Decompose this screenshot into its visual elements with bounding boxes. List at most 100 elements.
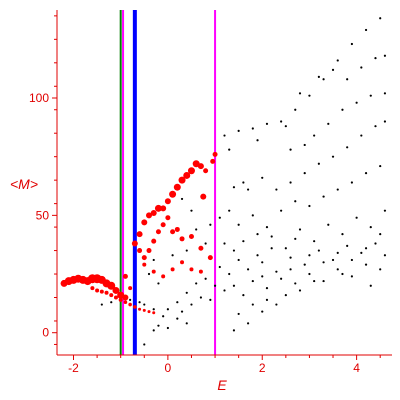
data-point bbox=[218, 216, 221, 219]
reference-lines bbox=[119, 10, 217, 355]
data-point bbox=[174, 226, 180, 232]
data-point bbox=[355, 216, 358, 219]
data-point bbox=[223, 134, 226, 137]
data-point bbox=[232, 186, 236, 189]
data-point bbox=[169, 190, 177, 198]
data-point bbox=[327, 122, 330, 125]
data-point bbox=[171, 254, 174, 257]
data-point bbox=[223, 289, 226, 292]
data-point bbox=[294, 200, 297, 203]
data-point bbox=[176, 301, 179, 304]
data-point bbox=[256, 139, 259, 142]
data-point bbox=[374, 125, 377, 128]
data-point bbox=[199, 296, 203, 299]
x-tick-label: -2 bbox=[68, 361, 79, 375]
data-point bbox=[346, 244, 349, 247]
data-point bbox=[261, 176, 264, 179]
x-tick-label: 2 bbox=[259, 361, 266, 375]
data-point bbox=[322, 279, 325, 283]
data-point bbox=[383, 54, 387, 57]
data-point bbox=[118, 297, 123, 302]
data-point bbox=[195, 228, 198, 231]
data-point bbox=[157, 324, 160, 327]
data-point bbox=[117, 291, 125, 299]
data-point bbox=[237, 258, 240, 262]
data-point bbox=[142, 262, 147, 267]
axes: -2 0 2 4 0 50 100 bbox=[29, 10, 392, 375]
data-point bbox=[317, 162, 320, 165]
data-point bbox=[308, 204, 311, 208]
data-point bbox=[151, 269, 156, 274]
data-point bbox=[270, 247, 273, 250]
data-point bbox=[152, 258, 155, 262]
data-point bbox=[185, 249, 188, 252]
data-point bbox=[379, 164, 382, 168]
data-point bbox=[178, 176, 186, 184]
data-point bbox=[280, 120, 283, 123]
data-point bbox=[256, 233, 259, 236]
data-point bbox=[237, 129, 240, 132]
data-point bbox=[374, 57, 377, 60]
data-point bbox=[99, 289, 104, 294]
data-point bbox=[176, 317, 179, 320]
data-point bbox=[133, 305, 137, 309]
data-point bbox=[162, 315, 165, 318]
data-point bbox=[350, 181, 353, 184]
data-points bbox=[60, 17, 387, 346]
data-point bbox=[90, 286, 95, 291]
data-point bbox=[275, 188, 278, 191]
data-point bbox=[155, 229, 161, 235]
data-point bbox=[212, 151, 218, 157]
data-point bbox=[143, 343, 146, 346]
data-point bbox=[336, 59, 339, 62]
data-point bbox=[242, 294, 245, 297]
data-point bbox=[261, 310, 264, 313]
data-point bbox=[313, 240, 316, 243]
data-point bbox=[209, 298, 212, 301]
data-point bbox=[303, 143, 306, 147]
data-point bbox=[190, 209, 193, 212]
data-point bbox=[198, 269, 203, 274]
data-point bbox=[369, 94, 372, 97]
data-point bbox=[360, 66, 363, 69]
data-point bbox=[210, 158, 216, 164]
data-point bbox=[275, 270, 278, 273]
data-point bbox=[322, 195, 325, 198]
data-point bbox=[232, 284, 236, 287]
data-point bbox=[198, 245, 204, 251]
data-point bbox=[374, 242, 377, 245]
data-point bbox=[131, 240, 138, 247]
data-point bbox=[383, 92, 387, 95]
data-point bbox=[322, 261, 325, 264]
data-point bbox=[317, 249, 320, 252]
data-point bbox=[122, 294, 129, 301]
x-tick-label: 0 bbox=[165, 361, 172, 375]
data-point bbox=[265, 122, 269, 125]
data-point bbox=[147, 310, 151, 314]
data-point bbox=[195, 282, 198, 285]
data-point bbox=[265, 298, 269, 301]
data-point bbox=[223, 242, 226, 245]
data-point bbox=[355, 101, 358, 104]
data-point bbox=[331, 155, 335, 158]
data-point bbox=[95, 288, 100, 293]
data-point bbox=[170, 267, 175, 272]
data-point bbox=[183, 171, 191, 179]
data-point bbox=[180, 197, 184, 201]
y-tick-label: 100 bbox=[29, 91, 49, 105]
x-tick-label: 4 bbox=[353, 361, 360, 375]
data-point bbox=[213, 284, 217, 287]
data-point bbox=[303, 172, 306, 175]
data-point bbox=[298, 289, 302, 292]
data-point bbox=[185, 291, 188, 294]
data-point bbox=[180, 260, 185, 265]
data-point bbox=[100, 303, 103, 306]
data-point bbox=[113, 295, 118, 300]
data-point bbox=[327, 223, 330, 226]
data-point bbox=[138, 301, 141, 304]
data-point bbox=[379, 17, 382, 20]
y-tick-label: 0 bbox=[42, 326, 49, 340]
data-point bbox=[166, 326, 169, 330]
data-point bbox=[197, 163, 204, 170]
data-point bbox=[242, 181, 245, 184]
